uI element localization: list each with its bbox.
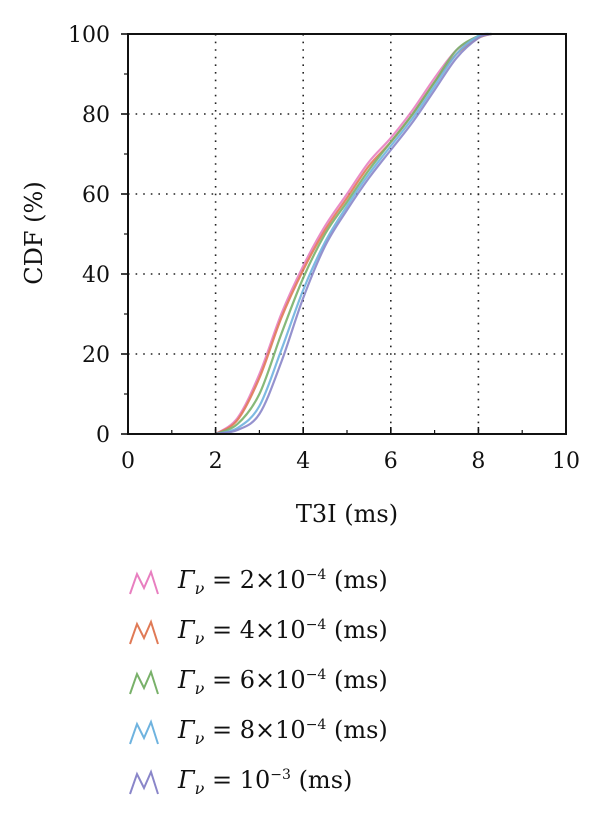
y-tick-label: 20 [82, 343, 110, 368]
grid-lines [128, 34, 566, 434]
x-axis-label: T3I (ms) [296, 500, 398, 528]
series-line [215, 32, 492, 436]
legend-swatch-icon [129, 769, 159, 795]
x-tick-label: 4 [296, 449, 310, 474]
y-tick-label: 0 [96, 423, 110, 448]
y-axis-label: CDF (%) [20, 181, 48, 284]
legend-label: Γν = 10−3 (ms) [178, 766, 353, 798]
legend-swatch-icon [129, 719, 159, 745]
x-tick-label: 2 [209, 449, 223, 474]
y-tick-label: 80 [82, 103, 110, 128]
x-tick-label: 10 [552, 449, 580, 474]
series-lines [214, 32, 492, 436]
plot-frame [127, 33, 567, 435]
legend-label: Γν = 6×10−4 (ms) [178, 666, 388, 698]
x-tick-label: 0 [121, 449, 135, 474]
legend-swatch-icon [129, 669, 159, 695]
legend-label: Γν = 4×10−4 (ms) [178, 616, 388, 648]
legend-swatch-icon [129, 619, 159, 645]
series-line [215, 32, 492, 436]
x-tick-label: 8 [471, 449, 485, 474]
x-tick-label: 6 [384, 449, 398, 474]
series-line [215, 32, 492, 436]
series-line [214, 32, 492, 435]
series-line [215, 32, 492, 435]
y-tick-label: 100 [68, 23, 110, 48]
y-tick-label: 40 [82, 263, 110, 288]
y-tick-label: 60 [82, 183, 110, 208]
legend-label: Γν = 8×10−4 (ms) [178, 716, 388, 748]
legend-swatch-icon [129, 569, 159, 595]
legend-label: Γν = 2×10−4 (ms) [178, 566, 388, 598]
